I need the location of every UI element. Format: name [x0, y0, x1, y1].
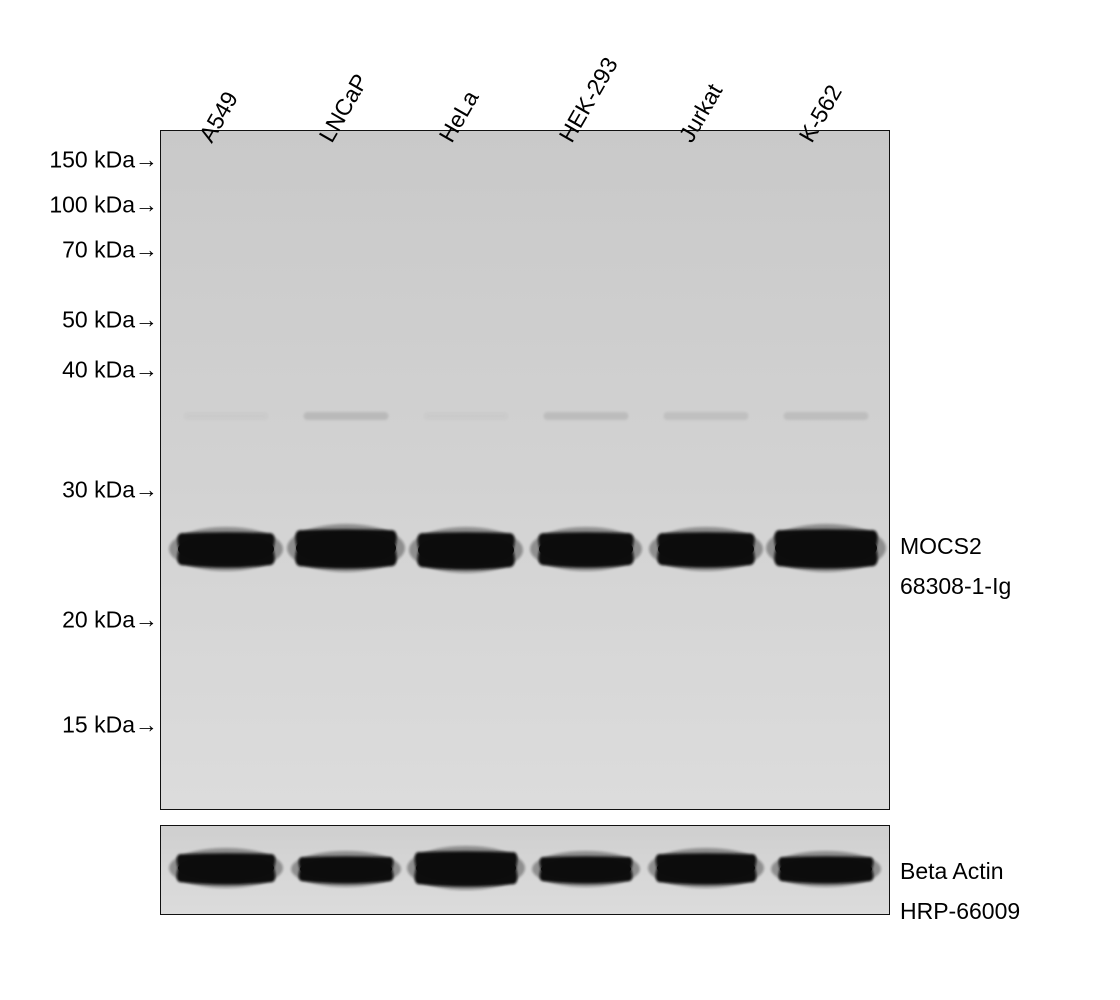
band-core — [178, 856, 274, 880]
band-core — [657, 856, 755, 880]
annotation-label: MOCS2 — [900, 533, 982, 560]
mw-marker-label: 150 kDa→ — [0, 147, 158, 174]
mw-marker-label: 15 kDa→ — [0, 712, 158, 739]
band-core — [300, 859, 392, 879]
blot-loading-svg — [161, 826, 890, 915]
blot-panel-main — [160, 130, 890, 810]
mw-marker-label: 30 kDa→ — [0, 477, 158, 504]
faint-band — [784, 412, 869, 420]
faint-band — [424, 412, 509, 420]
mw-marker-label: 70 kDa→ — [0, 237, 158, 264]
faint-band — [544, 412, 629, 420]
band-core — [658, 535, 754, 563]
band-core — [780, 859, 872, 879]
band-core — [418, 535, 514, 565]
band-core — [296, 532, 396, 564]
annotation-label: Beta Actin — [900, 858, 1004, 885]
faint-band — [184, 412, 269, 420]
faint-band — [304, 412, 389, 420]
figure-stage: { "canvas": { "width": 1120, "height": 1… — [0, 0, 1120, 1000]
band-core — [541, 859, 631, 879]
annotation-label: HRP-66009 — [900, 898, 1020, 925]
mw-marker-label: 100 kDa→ — [0, 192, 158, 219]
band-core — [539, 535, 633, 563]
mw-marker-label: 40 kDa→ — [0, 357, 158, 384]
band-core — [775, 532, 877, 564]
annotation-label: 68308-1-Ig — [900, 573, 1011, 600]
mw-marker-label: 20 kDa→ — [0, 607, 158, 634]
mw-marker-label: 50 kDa→ — [0, 307, 158, 334]
band-core — [178, 535, 274, 563]
blot-panel-loading — [160, 825, 890, 915]
band-core — [416, 854, 516, 882]
blot-main-svg — [161, 131, 890, 810]
faint-band — [664, 412, 749, 420]
